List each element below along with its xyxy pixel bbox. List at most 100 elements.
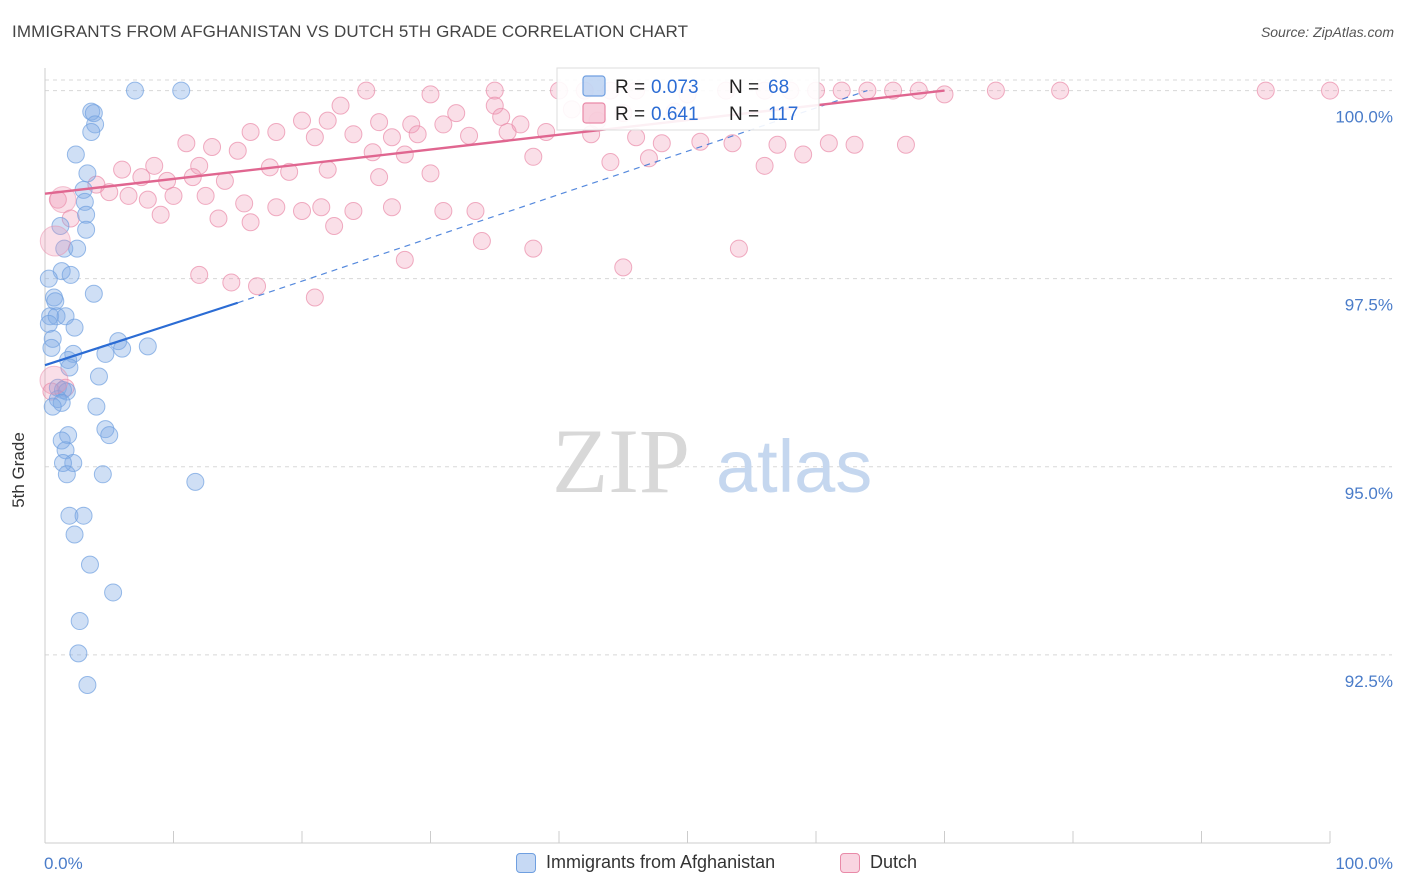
- x-tick-label-max: 100.0%: [1335, 854, 1393, 873]
- dutch-point: [39, 225, 71, 257]
- dutch-point: [241, 213, 260, 232]
- dutch-point: [794, 145, 813, 164]
- dutch-point: [447, 104, 466, 123]
- dutch-point: [652, 134, 671, 153]
- dutch-point: [729, 239, 748, 258]
- dutch-point: [209, 209, 228, 228]
- dutch-point: [203, 138, 222, 157]
- dutch-point: [909, 81, 928, 100]
- afghanistan-point: [69, 644, 88, 663]
- afghanistan-point: [104, 583, 123, 602]
- afghanistan-point: [77, 220, 96, 239]
- dutch-point: [524, 239, 543, 258]
- afghanistan-point: [68, 239, 87, 258]
- afghanistan-point: [53, 454, 72, 473]
- dutch-point: [312, 198, 331, 217]
- afghanistan-point: [84, 284, 103, 303]
- watermark-atlas: atlas: [716, 425, 872, 508]
- dutch-point: [524, 147, 543, 166]
- legend-n-label-1: N =: [729, 77, 759, 98]
- dutch-point: [755, 156, 774, 175]
- dutch-point: [845, 135, 864, 154]
- afghanistan-point: [64, 454, 83, 473]
- trend-layer: [44, 89, 945, 367]
- dutch-point: [896, 135, 915, 154]
- dutch-point: [280, 162, 299, 181]
- dutch-point: [151, 205, 170, 224]
- points-layer: [39, 81, 1339, 694]
- dutch-point: [228, 141, 247, 160]
- dutch-point: [382, 128, 401, 147]
- afghanistan-point: [78, 675, 97, 694]
- dutch-point: [190, 265, 209, 284]
- dutch-point: [935, 85, 954, 104]
- dutch-point: [466, 201, 485, 220]
- dutch-point: [485, 81, 504, 100]
- afghanistan-trend-line: [44, 301, 239, 367]
- afghanistan-point: [43, 397, 62, 416]
- dutch-point: [318, 111, 337, 130]
- dutch-point: [39, 365, 69, 395]
- dutch-point: [498, 122, 517, 141]
- dutch-point: [639, 149, 658, 168]
- dutch-point: [434, 201, 453, 220]
- dutch-point: [768, 135, 787, 154]
- afghanistan-point: [57, 465, 76, 484]
- legend-swatch-blue: [582, 75, 606, 97]
- dutch-point: [601, 153, 620, 172]
- dutch-point: [614, 258, 633, 277]
- dutch-point: [222, 273, 241, 292]
- legend-item-dutch[interactable]: Dutch: [840, 852, 917, 873]
- afghanistan-point: [60, 506, 79, 525]
- dutch-point: [357, 81, 376, 100]
- dutch-point: [370, 113, 389, 132]
- legend-r-value-2: 0.641: [651, 104, 699, 125]
- afghanistan-point: [74, 506, 93, 525]
- dutch-point: [1321, 81, 1339, 100]
- source-label: Source: ZipAtlas.com: [1260, 24, 1394, 40]
- dutch-point: [267, 198, 286, 217]
- grid-layer: [45, 79, 1392, 656]
- afghanistan-point: [42, 338, 61, 357]
- dutch-point: [472, 232, 491, 251]
- dutch-point: [434, 115, 453, 134]
- dutch-point: [305, 288, 324, 307]
- dutch-point: [293, 201, 311, 220]
- dutch-point: [344, 201, 363, 220]
- legend-item-afghanistan[interactable]: Immigrants from Afghanistan: [516, 852, 775, 873]
- chart-title: IMMIGRANTS FROM AFGHANISTAN VS DUTCH 5TH…: [12, 22, 689, 41]
- legend-label-afghanistan: Immigrants from Afghanistan: [546, 852, 776, 872]
- afghanistan-point: [78, 164, 97, 183]
- axis-layer: 92.5% 95.0% 97.5% 100.0% 0.0% 100.0%: [44, 68, 1393, 873]
- dutch-point: [395, 145, 414, 164]
- dutch-point: [382, 198, 401, 217]
- dutch-point: [325, 217, 344, 236]
- afghanistan-point: [46, 292, 65, 311]
- afghanistan-point: [100, 426, 119, 445]
- afghanistan-point: [65, 318, 84, 337]
- legend-n-value-1: 68: [768, 77, 789, 98]
- afghanistan-point: [65, 525, 84, 544]
- afghanistan-point: [57, 382, 76, 401]
- dutch-point: [485, 96, 504, 115]
- y-tick-label: 95.0%: [1345, 484, 1393, 503]
- dutch-point: [819, 134, 838, 153]
- x-tick-label-min: 0.0%: [44, 854, 83, 873]
- dutch-point: [408, 125, 427, 144]
- dutch-point: [627, 128, 646, 147]
- dutch-point: [691, 132, 710, 151]
- legend-n-value-2: 117: [768, 104, 798, 125]
- afghanistan-point: [80, 555, 99, 574]
- dutch-point: [138, 190, 157, 209]
- afghanistan-point: [87, 397, 106, 416]
- afghanistan-point: [172, 81, 191, 100]
- legend-r-label-1: R =: [615, 77, 645, 98]
- afghanistan-point: [55, 239, 74, 258]
- y-tick-label: 97.5%: [1345, 296, 1393, 315]
- dutch-point: [986, 81, 1005, 100]
- afghanistan-point: [89, 367, 108, 386]
- afghanistan-point: [93, 465, 112, 484]
- afghanistan-point: [39, 314, 58, 333]
- dutch-point: [145, 156, 164, 175]
